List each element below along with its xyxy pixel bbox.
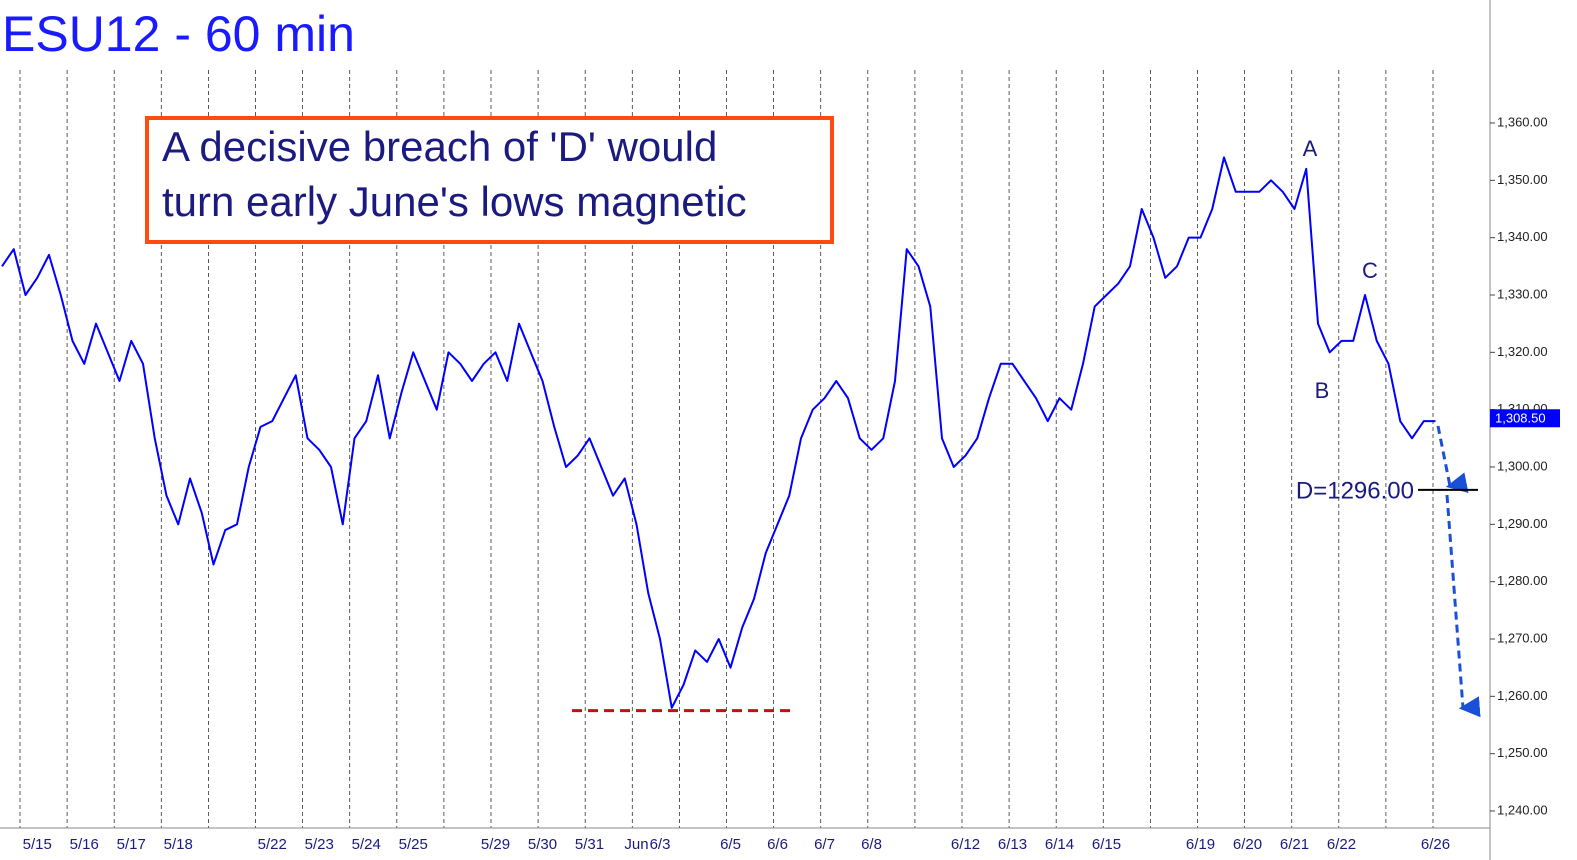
last-price-label: 1,308.50 xyxy=(1495,411,1546,426)
x-tick-label: 5/29 xyxy=(481,836,510,853)
x-tick-label: 6/8 xyxy=(861,836,882,853)
x-tick-label: 6/21 xyxy=(1280,836,1309,853)
x-tick-label: 5/31 xyxy=(575,836,604,853)
x-tick-label: 5/16 xyxy=(70,836,99,853)
last-price-box xyxy=(1490,409,1560,428)
x-tick-label: 5/24 xyxy=(352,836,381,853)
x-tick-label: 5/25 xyxy=(399,836,428,853)
x-tick-label: 6/12 xyxy=(951,836,980,853)
annotation-line: A decisive breach of 'D' would xyxy=(162,123,717,170)
point-label: A xyxy=(1303,136,1318,161)
x-tick-label: 6/26 xyxy=(1421,836,1450,853)
x-tick-label: 6/14 xyxy=(1045,836,1074,853)
x-tick-label: 6/3 xyxy=(650,836,671,853)
annotation-box xyxy=(145,116,834,244)
y-tick-label: 1,320.00 xyxy=(1497,344,1548,359)
x-tick-label: 6/6 xyxy=(767,836,788,853)
x-tick-label: 6/5 xyxy=(720,836,741,853)
price-line xyxy=(1,156,1436,709)
x-tick-label: 6/20 xyxy=(1233,836,1262,853)
x-tick-label: 5/30 xyxy=(528,836,557,853)
y-tick-label: 1,300.00 xyxy=(1497,458,1548,473)
d-level-label: D=1296.00 xyxy=(1296,477,1414,504)
x-tick-label: 5/18 xyxy=(164,836,193,853)
y-tick-label: 1,350.00 xyxy=(1497,172,1548,187)
x-tick-label: 6/19 xyxy=(1186,836,1215,853)
x-tick-label: 5/15 xyxy=(23,836,52,853)
x-tick-label: Jun xyxy=(624,836,648,853)
y-tick-label: 1,360.00 xyxy=(1497,114,1548,129)
x-tick-label: 6/13 xyxy=(998,836,1027,853)
point-label: C xyxy=(1362,258,1378,283)
y-tick-label: 1,330.00 xyxy=(1497,286,1548,301)
x-tick-label: 5/23 xyxy=(305,836,334,853)
y-tick-label: 1,340.00 xyxy=(1497,229,1548,244)
y-tick-label: 1,240.00 xyxy=(1497,802,1548,817)
chart-title: ESU12 - 60 min xyxy=(2,6,355,62)
annotation-line: turn early June's lows magnetic xyxy=(162,178,747,225)
arrow xyxy=(1436,425,1469,494)
x-tick-label: 6/22 xyxy=(1327,836,1356,853)
y-tick-label: 1,270.00 xyxy=(1497,630,1548,645)
x-tick-label: 5/17 xyxy=(117,836,146,853)
point-label: B xyxy=(1315,378,1330,403)
x-tick-label: 5/22 xyxy=(258,836,287,853)
y-tick-label: 1,290.00 xyxy=(1497,516,1548,531)
x-tick-label: 6/7 xyxy=(814,836,835,853)
arrow xyxy=(1445,494,1481,718)
y-tick-label: 1,280.00 xyxy=(1497,573,1548,588)
y-tick-label: 1,250.00 xyxy=(1497,745,1548,760)
y-tick-label: 1,260.00 xyxy=(1497,688,1548,703)
x-tick-label: 6/15 xyxy=(1092,836,1121,853)
